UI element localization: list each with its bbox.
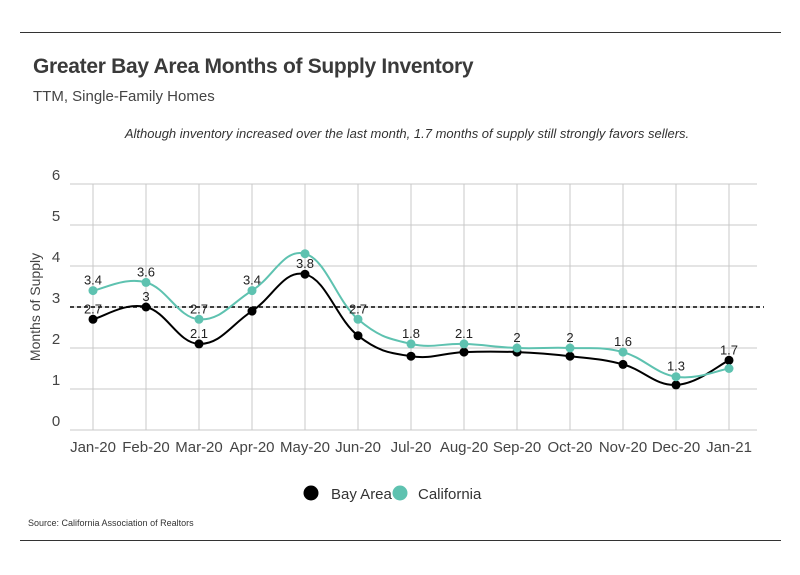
data-point-california xyxy=(88,286,98,296)
x-axis-ticks: Jan-20 Feb-20 Mar-20 Apr-20 May-20 Jun-20 Jul-… xyxy=(70,439,752,456)
x-tick-label: Oct-20 xyxy=(547,439,592,456)
x-tick-label: Jul-20 xyxy=(391,439,432,456)
data-label-bay-area: 1.7 xyxy=(720,342,738,357)
data-label-california: 2 xyxy=(566,330,573,345)
data-point-bay-area xyxy=(247,306,257,316)
data-labels: 2.7 3 2.1 3.8 1.7 3.4 3.6 2.7 3.4 2.7 1.8 2.1 2 2 1.6 1… xyxy=(84,256,738,374)
x-tick-label: Aug-20 xyxy=(440,439,488,456)
data-point-bay-area xyxy=(300,269,310,279)
data-label-california: 2.7 xyxy=(349,301,367,316)
y-axis-label: Months of Supply xyxy=(27,253,43,361)
x-tick-label: Dec-20 xyxy=(652,439,700,456)
data-point-california xyxy=(459,339,469,349)
x-tick-label: Sep-20 xyxy=(493,439,541,456)
x-tick-label: Jan-21 xyxy=(706,439,752,456)
series-points xyxy=(88,249,734,390)
data-point-bay-area xyxy=(671,380,681,390)
data-point-california xyxy=(618,347,628,357)
data-point-bay-area xyxy=(141,302,151,312)
data-point-california xyxy=(671,372,681,382)
legend: Bay Area California xyxy=(303,485,482,503)
data-point-bay-area xyxy=(88,314,98,324)
x-tick-label: May-20 xyxy=(280,439,330,456)
top-rule xyxy=(20,32,781,33)
legend-label-california: California xyxy=(418,486,482,503)
data-point-bay-area xyxy=(194,339,204,349)
x-tick-label: Jun-20 xyxy=(335,439,381,456)
legend-marker-bay-area xyxy=(303,485,319,501)
data-point-bay-area xyxy=(406,351,416,361)
y-tick-label: 4 xyxy=(52,249,60,266)
y-tick-label: 2 xyxy=(52,331,60,348)
data-point-california xyxy=(353,314,363,324)
data-label-california: 2.1 xyxy=(455,326,473,341)
data-label-california: 2 xyxy=(513,330,520,345)
y-axis-ticks: 0 1 2 3 4 5 6 xyxy=(52,167,60,430)
data-label-bay-area: 2.7 xyxy=(84,301,102,316)
data-label-bay-area: 2.1 xyxy=(190,326,208,341)
y-tick-label: 1 xyxy=(52,372,60,389)
legend-marker-california xyxy=(392,485,408,501)
legend-label-bay-area: Bay Area xyxy=(331,486,393,503)
data-point-california xyxy=(247,286,257,296)
data-label-california: 1.3 xyxy=(667,359,685,374)
data-point-bay-area xyxy=(618,359,628,369)
data-point-california xyxy=(141,277,151,287)
y-tick-label: 5 xyxy=(52,208,60,225)
data-point-california xyxy=(512,343,522,353)
chart-subtitle: TTM, Single-Family Homes xyxy=(33,88,215,105)
data-label-california: 3.6 xyxy=(137,264,155,279)
data-point-california xyxy=(565,343,575,353)
x-tick-label: Nov-20 xyxy=(599,439,647,456)
data-point-california xyxy=(194,314,204,324)
x-tick-label: Feb-20 xyxy=(122,439,170,456)
data-label-california: 1.6 xyxy=(614,334,632,349)
x-tick-label: Jan-20 xyxy=(70,439,116,456)
chart-annotation: Although inventory increased over the la… xyxy=(124,126,690,141)
data-point-california xyxy=(406,339,416,349)
data-label-california: 1.8 xyxy=(402,326,420,341)
data-point-bay-area xyxy=(459,347,469,357)
chart-title: Greater Bay Area Months of Supply Invent… xyxy=(33,55,474,78)
source-note: Source: California Association of Realto… xyxy=(28,518,194,528)
data-point-bay-area xyxy=(565,351,575,361)
data-label-california: 3.4 xyxy=(84,273,102,288)
x-tick-label: Mar-20 xyxy=(175,439,223,456)
bottom-rule xyxy=(20,540,781,541)
y-tick-label: 6 xyxy=(52,167,60,184)
y-tick-label: 3 xyxy=(52,290,60,307)
data-point-california xyxy=(300,249,310,259)
x-tick-label: Apr-20 xyxy=(229,439,274,456)
data-label-california: 2.7 xyxy=(190,301,208,316)
data-label-bay-area: 3 xyxy=(142,289,149,304)
data-label-california: 3.4 xyxy=(243,273,261,288)
data-label-bay-area: 3.8 xyxy=(296,256,314,271)
data-point-bay-area xyxy=(724,355,734,365)
y-tick-label: 0 xyxy=(52,413,60,430)
data-point-bay-area xyxy=(353,331,363,341)
data-point-california xyxy=(724,364,734,373)
